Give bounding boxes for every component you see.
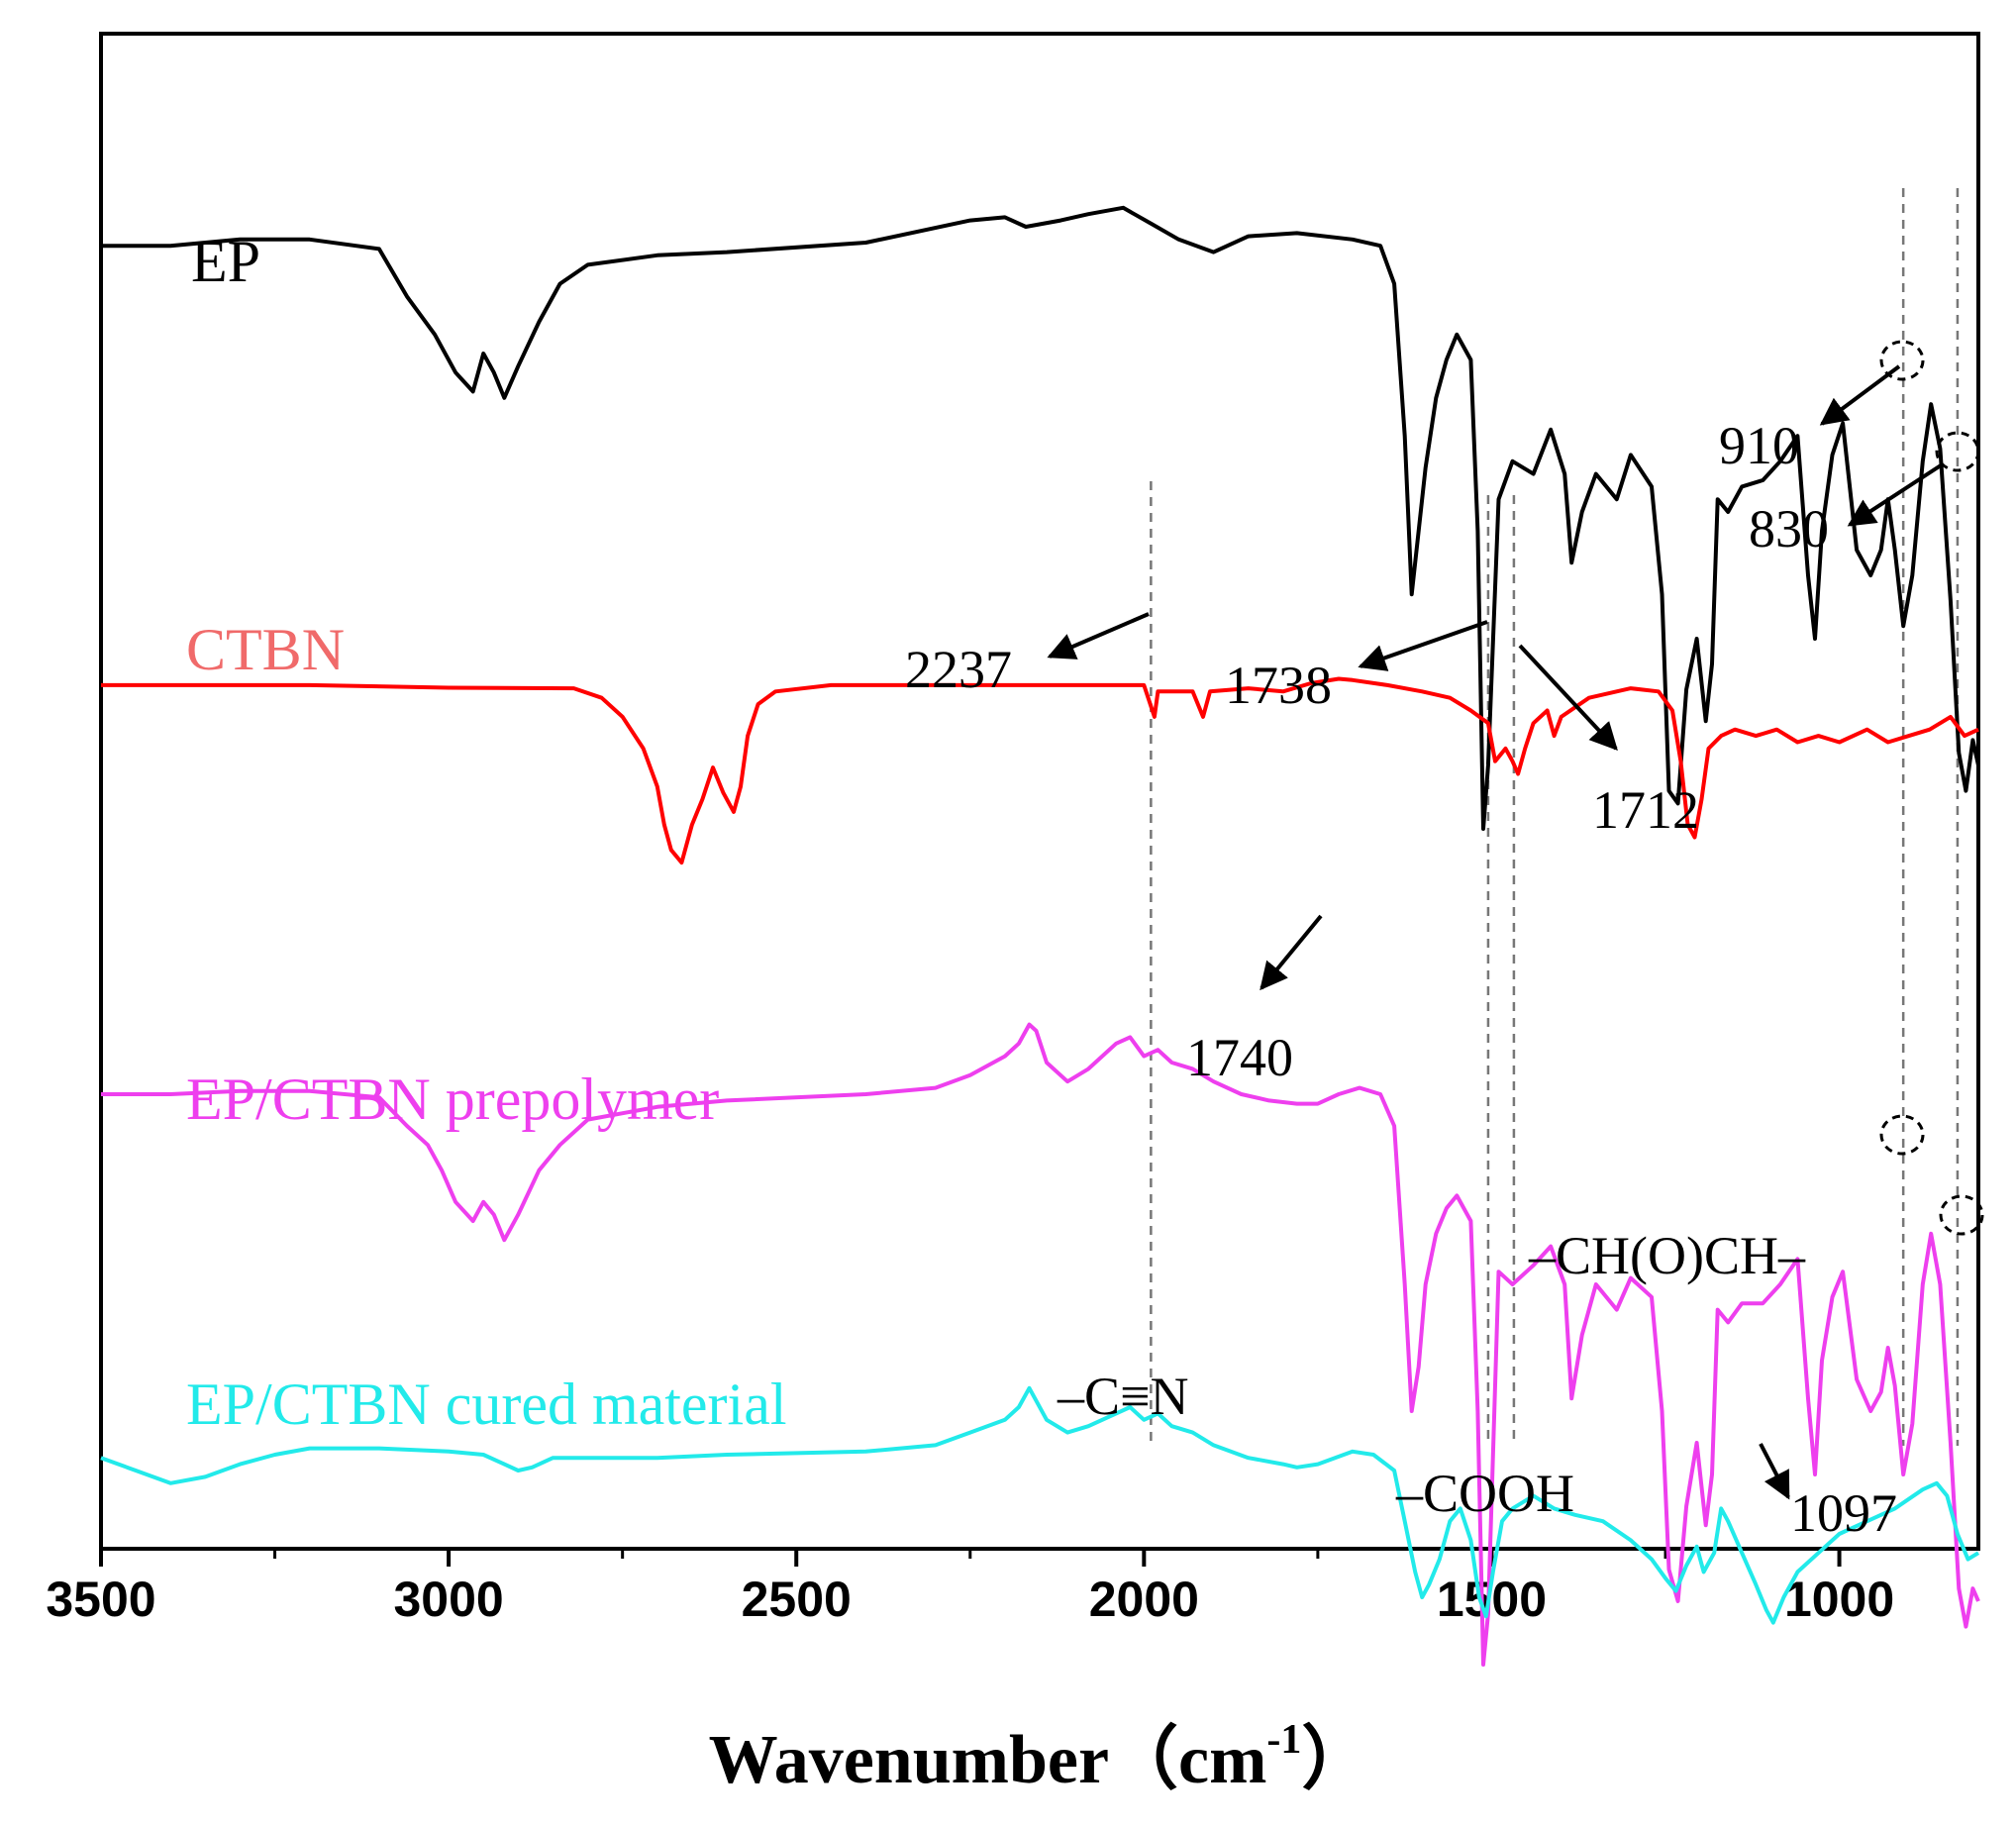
annotation-910: 910	[1719, 416, 1799, 475]
arrow-910	[1819, 364, 1901, 426]
annotation-carboxyl: –COOH	[1395, 1464, 1574, 1523]
circle-910	[1879, 340, 1925, 381]
x-axis-label-exponent: -1	[1266, 1717, 1301, 1763]
circle-830	[1935, 431, 1980, 472]
annotation-1738: 1738	[1225, 656, 1332, 715]
x-axis-label: Wavenumber（cm-1）	[709, 1717, 1371, 1798]
arrow-2237	[1047, 612, 1150, 660]
dashed-guides	[1150, 188, 1960, 1446]
annotation-epoxide: –CH(O)CH–	[1528, 1226, 1806, 1285]
series-line-1	[101, 676, 1979, 865]
series-label-prepolymer: EP/CTBN prepolymer	[186, 1066, 719, 1132]
series-label-ep: EP	[191, 229, 260, 294]
series-line-3	[100, 1385, 1980, 1625]
circle-908-prepolymer	[1879, 1114, 1925, 1156]
arrow-1740	[1260, 914, 1323, 991]
plot-frame	[99, 32, 1980, 1551]
series-label-ctbn: CTBN	[186, 617, 345, 682]
annotation-1712: 1712	[1592, 780, 1699, 840]
annotation-830: 830	[1749, 499, 1829, 559]
arrow-1712	[1518, 644, 1618, 752]
annotation-nitrile: –C≡N	[1057, 1367, 1188, 1426]
arrow-1097	[1759, 1443, 1790, 1500]
x-tick-label: 2500	[742, 1572, 852, 1627]
series-line-0	[101, 205, 1980, 831]
annotation-1740: 1740	[1186, 1028, 1293, 1087]
x-axis-label-close: ）	[1301, 1721, 1370, 1798]
arrow-830	[1847, 463, 1943, 527]
annotations: 910 830 2237 1738 1712 1740 –CH(O)CH– –C…	[905, 340, 1984, 1543]
annotation-1097: 1097	[1790, 1483, 1897, 1543]
x-tick-label: 3000	[393, 1572, 503, 1627]
spectra	[100, 205, 1980, 1667]
x-axis-label-main: Wavenumber（cm	[709, 1721, 1267, 1798]
arrow-1738	[1358, 620, 1488, 671]
x-tick-label: 2000	[1089, 1572, 1199, 1627]
x-tick-label: 1000	[1784, 1572, 1894, 1627]
series-label-cured: EP/CTBN cured material	[186, 1371, 787, 1437]
x-ticks: 3500 3000 2500 2000 1500 1000	[46, 1549, 1894, 1627]
circle-830-prepolymer	[1939, 1194, 1984, 1236]
x-tick-label: 3500	[46, 1572, 155, 1627]
series-line-2	[101, 1022, 1980, 1667]
annotation-2237: 2237	[905, 640, 1012, 699]
